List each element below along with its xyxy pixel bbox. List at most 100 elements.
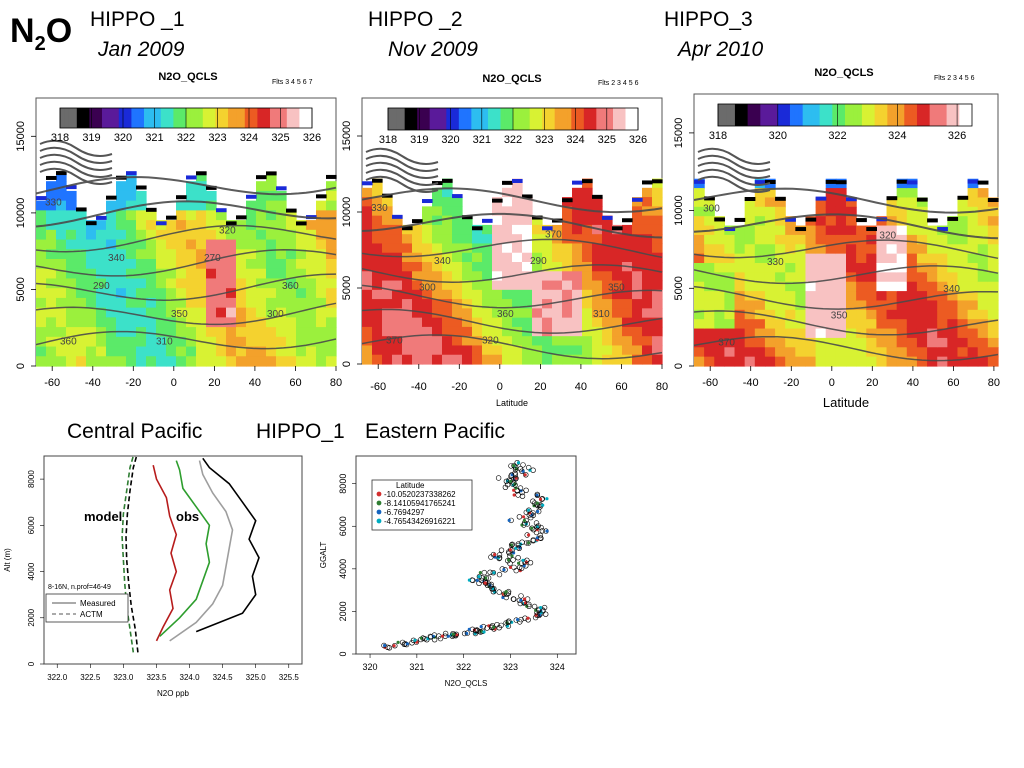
heat-cell — [694, 216, 705, 227]
heat-cell — [795, 281, 807, 292]
heat-cell — [542, 336, 553, 347]
contour-line — [693, 285, 999, 310]
heat-cell — [442, 224, 453, 235]
heat-cell — [642, 336, 653, 347]
line-chart-central-pacific: 322.0 322.5 323.0 323.5 324.0 324.5 325.0 325.5… — [3, 455, 303, 698]
heat-cell — [815, 300, 827, 311]
heat-cell — [316, 249, 327, 260]
heat-cell — [552, 271, 563, 282]
heat-cell — [186, 268, 197, 280]
colorbar-segment — [521, 108, 526, 130]
heat-cell — [106, 288, 117, 299]
heat-cell — [866, 244, 877, 255]
legend-label-measured: Measured — [80, 599, 116, 608]
colorbar-segment — [538, 108, 543, 130]
heat-cell — [46, 268, 57, 280]
colorbar-segment — [571, 108, 576, 130]
heat-cell — [612, 326, 623, 337]
heat-cell — [967, 263, 979, 273]
heat-cell — [522, 280, 533, 291]
heat-cell — [502, 187, 513, 198]
heat-cell — [452, 280, 463, 291]
heat-cell — [562, 206, 573, 217]
heat-cell — [866, 272, 877, 283]
colorbar-segment — [114, 108, 120, 128]
scatter-point-colored — [538, 497, 543, 501]
heat-cell — [642, 224, 653, 235]
heat-cell — [876, 319, 888, 330]
heat-cell — [86, 317, 97, 328]
heat-cell — [785, 328, 796, 339]
heat-cell — [602, 215, 613, 226]
heat-cell — [886, 244, 898, 255]
heat-cell — [236, 259, 247, 270]
scatter-point — [483, 575, 490, 581]
heat-cell — [116, 317, 127, 328]
y-tick-label: 4000 — [338, 559, 348, 579]
heat-cell — [795, 272, 807, 283]
flights-label: Flts 3 4 5 6 7 — [272, 79, 313, 86]
x-tick-label: 20 — [208, 377, 220, 389]
heat-cell — [632, 197, 643, 207]
heat-cell — [296, 346, 307, 357]
heat-cell — [246, 336, 257, 348]
heat-cell — [815, 234, 827, 245]
heat-cell — [66, 239, 77, 250]
colorbar-segment — [85, 108, 90, 128]
tropopause-fringe — [652, 179, 663, 184]
contour-label: 360 — [497, 309, 514, 320]
heat-cell — [452, 262, 463, 272]
tropopause-fringe — [856, 218, 867, 223]
heat-cell — [186, 200, 197, 211]
heat-cell — [412, 262, 423, 272]
heat-cell — [652, 178, 663, 189]
heat-cell — [906, 234, 918, 245]
colorbar-segment — [815, 104, 821, 126]
colorbar-segment — [463, 108, 468, 130]
heat-cell — [825, 272, 837, 283]
colorbar-segment — [123, 108, 128, 128]
heat-cell — [835, 197, 847, 208]
heat-cell — [246, 327, 257, 338]
heat-cell — [612, 299, 623, 309]
heat-cell — [704, 253, 715, 264]
strato-contour — [365, 154, 439, 172]
heat-cell — [866, 309, 877, 320]
heat-cell — [362, 308, 373, 319]
heat-cell — [372, 243, 383, 254]
contour-line — [693, 187, 999, 214]
heat-cell — [392, 224, 403, 235]
heat-cell — [866, 319, 877, 330]
heat-cell — [316, 229, 327, 241]
heat-cell — [572, 317, 583, 328]
heat-cell — [66, 278, 77, 289]
heat-cell — [512, 187, 523, 198]
heat-cell — [492, 289, 503, 300]
colorbar-segment — [76, 108, 82, 128]
heat-cell — [196, 210, 207, 221]
heat-cell — [815, 328, 827, 339]
colorbar-segment — [583, 108, 589, 130]
heat-cell — [916, 225, 928, 236]
heat-cell — [652, 336, 663, 347]
x-tick-label: 322.0 — [47, 673, 68, 682]
heat-cell — [402, 299, 413, 309]
scatter-point-colored — [482, 630, 486, 634]
heat-cell — [176, 288, 187, 299]
heat-cell — [186, 249, 197, 260]
heat-cell — [482, 308, 493, 319]
heat-cell — [372, 326, 383, 337]
heat-cell — [422, 215, 433, 226]
heat-cell — [896, 188, 908, 199]
heat-cell — [66, 327, 77, 338]
heat-cell — [46, 229, 57, 241]
heat-cell — [56, 200, 67, 211]
heat-cell — [56, 297, 67, 309]
heat-cell — [612, 280, 623, 291]
colorbar-segment — [579, 108, 585, 130]
heat-cell — [927, 356, 938, 367]
heat-cell — [382, 243, 393, 254]
heat-cell — [402, 326, 413, 337]
heat-cell — [286, 220, 297, 231]
heat-cell — [186, 259, 197, 270]
